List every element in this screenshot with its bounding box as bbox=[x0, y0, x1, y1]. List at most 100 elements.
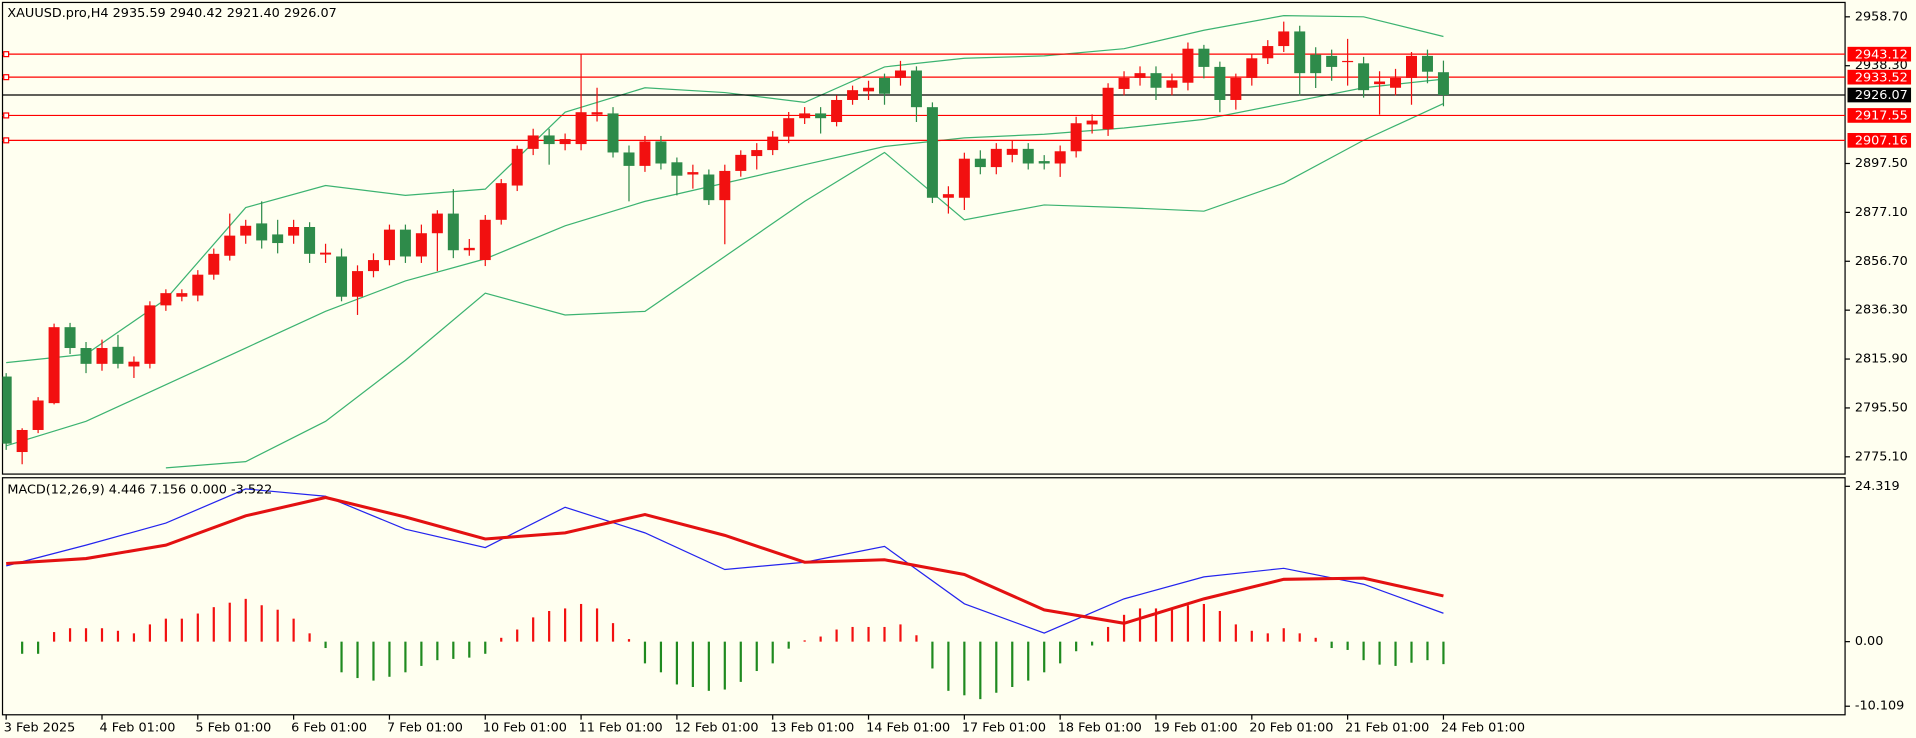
candle-body bbox=[527, 135, 539, 149]
histogram-bar bbox=[404, 641, 407, 673]
histogram-bar bbox=[372, 641, 375, 681]
x-tick-label: 11 Feb 01:00 bbox=[579, 721, 663, 736]
candle-body bbox=[479, 219, 491, 261]
histogram-bar bbox=[52, 632, 56, 642]
level-handle bbox=[3, 137, 10, 144]
candle-body bbox=[1086, 120, 1098, 125]
histogram-bar bbox=[963, 641, 966, 696]
candle-body bbox=[1182, 48, 1194, 83]
candle-body bbox=[224, 235, 236, 256]
histogram-bar bbox=[116, 630, 120, 642]
candle-body bbox=[1102, 87, 1114, 130]
histogram-bar bbox=[292, 618, 295, 642]
histogram-bar bbox=[228, 602, 231, 642]
histogram-bar bbox=[276, 609, 279, 642]
candle-body bbox=[176, 293, 188, 297]
candle-body bbox=[367, 260, 379, 272]
level-label: 2917.55 bbox=[1855, 109, 1908, 124]
y-tick-label: 2897.50 bbox=[1855, 156, 1908, 171]
histogram-bar bbox=[260, 605, 263, 642]
candle-body bbox=[671, 162, 683, 176]
histogram-bar bbox=[100, 628, 104, 642]
histogram-bar bbox=[1170, 608, 1174, 642]
histogram-bar bbox=[68, 628, 72, 642]
candle-body bbox=[831, 99, 843, 123]
candle-body bbox=[1421, 55, 1433, 72]
histogram-bar bbox=[356, 641, 359, 679]
level-box bbox=[1847, 69, 1912, 85]
y-tick-label: -10.109 bbox=[1855, 699, 1904, 714]
x-tick-label: 18 Feb 01:00 bbox=[1058, 721, 1142, 736]
histogram-bar bbox=[132, 633, 136, 642]
candle-body bbox=[1038, 161, 1050, 164]
histogram-bar bbox=[548, 610, 551, 642]
candle-body bbox=[192, 274, 204, 296]
histogram-bar bbox=[803, 640, 806, 642]
y-tick-label: 2958.70 bbox=[1855, 9, 1908, 24]
candle-body bbox=[990, 148, 1002, 168]
x-tick-label: 20 Feb 01:00 bbox=[1249, 721, 1333, 736]
histogram-bar bbox=[1091, 641, 1094, 646]
candle-body bbox=[1006, 148, 1018, 155]
candle-body bbox=[240, 225, 252, 236]
histogram-bar bbox=[595, 608, 599, 642]
y-tick-label: 2938.30 bbox=[1855, 58, 1908, 73]
candle-body bbox=[112, 346, 124, 364]
histogram-bar bbox=[324, 641, 327, 649]
candle-body bbox=[607, 113, 619, 153]
candles bbox=[2, 21, 1449, 465]
y-tick-label: 2836.30 bbox=[1855, 303, 1908, 318]
candle-body bbox=[655, 141, 667, 164]
histogram-bar bbox=[196, 613, 199, 642]
candle-body bbox=[1214, 66, 1226, 100]
candle-body bbox=[16, 429, 28, 453]
candle-body bbox=[783, 118, 795, 137]
histogram-bar bbox=[148, 624, 152, 642]
histogram-bar bbox=[1426, 641, 1429, 661]
candle-body bbox=[1070, 123, 1082, 152]
histogram-bar bbox=[468, 641, 471, 658]
macd-header: MACD(12,26,9) 4.446 7.156 0.000 -3.522 bbox=[7, 482, 272, 497]
candle-body bbox=[815, 113, 827, 119]
candle-body bbox=[128, 361, 140, 367]
candle-body bbox=[894, 70, 906, 78]
histogram-bar bbox=[484, 641, 487, 654]
candle-body bbox=[751, 150, 763, 157]
candle-body bbox=[511, 148, 523, 186]
histogram-bar bbox=[883, 626, 886, 642]
candle-body bbox=[288, 226, 300, 236]
level-handle bbox=[3, 51, 10, 58]
macd-panel bbox=[1, 477, 1846, 716]
candle-body bbox=[1326, 55, 1338, 67]
histogram-bar bbox=[723, 641, 726, 690]
plot-layer: 2958.70 2938.30 2897.50 2877.10 2856.70 2836.… bbox=[2, 9, 1912, 736]
histogram-bar bbox=[1346, 641, 1349, 650]
indicator-line bbox=[6, 488, 1444, 634]
candle-body bbox=[447, 213, 459, 251]
candle-body bbox=[1342, 60, 1354, 63]
candle-body bbox=[543, 135, 555, 145]
candle-body bbox=[415, 233, 427, 257]
histogram-bar bbox=[1234, 624, 1237, 642]
histogram-bar bbox=[388, 641, 391, 677]
histogram-bar bbox=[611, 623, 615, 642]
histogram-bar bbox=[979, 641, 982, 700]
histogram-bar bbox=[1378, 641, 1381, 665]
histogram-bar bbox=[1075, 641, 1078, 652]
histogram-bar bbox=[1106, 626, 1110, 642]
candle-body bbox=[463, 247, 475, 251]
x-tick-label: 5 Feb 01:00 bbox=[195, 721, 271, 736]
candle-body bbox=[352, 271, 364, 297]
histogram-bar bbox=[37, 641, 40, 654]
candle-body bbox=[1294, 31, 1306, 74]
candle-body bbox=[431, 213, 443, 234]
histogram-bar bbox=[164, 618, 167, 642]
histogram-bar bbox=[995, 641, 998, 693]
candle-body bbox=[256, 223, 268, 241]
candle-body bbox=[304, 226, 316, 254]
candle-body bbox=[1310, 54, 1322, 74]
candle-body bbox=[208, 253, 220, 275]
candle-body bbox=[1022, 148, 1034, 164]
candle-body bbox=[863, 87, 875, 92]
candle-body bbox=[767, 136, 779, 151]
